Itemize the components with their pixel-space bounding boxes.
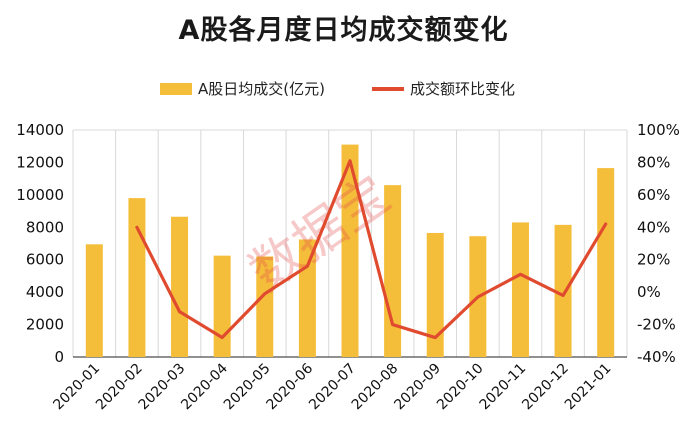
bar (341, 144, 359, 357)
y-right-tick-label: -20% (637, 316, 676, 334)
bar (597, 168, 615, 357)
y-left-tick-label: 12000 (16, 153, 64, 171)
legend-item-line: 成交额环比变化 (372, 78, 515, 99)
bar (554, 224, 572, 357)
legend-label-line: 成交额环比变化 (410, 80, 516, 98)
y-left-tick-label: 4000 (26, 283, 64, 301)
y-right-tick-label: -40% (637, 348, 676, 366)
y-right-tick-label: 60% (637, 186, 670, 204)
bar (511, 222, 529, 357)
bar (85, 244, 103, 357)
y-right-tick-label: 0% (637, 283, 661, 301)
y-left-tick-label: 14000 (16, 121, 64, 139)
y-right-tick-label: 40% (637, 218, 670, 236)
bar (256, 256, 274, 357)
y-left-tick-label: 6000 (26, 251, 64, 269)
legend-label-bar: A股日均成交(亿元) (198, 80, 325, 98)
legend-item-bar: A股日均成交(亿元) (160, 78, 325, 99)
y-left-tick-label: 10000 (16, 186, 64, 204)
y-right-tick-label: 20% (637, 251, 670, 269)
y-left-tick-label: 2000 (26, 316, 64, 334)
legend-swatch-bar (160, 82, 192, 95)
legend-swatch-line (372, 86, 404, 91)
y-right-tick-label: 80% (637, 153, 670, 171)
series-line (135, 159, 608, 340)
y-left-tick-label: 0 (54, 348, 64, 366)
legend: A股日均成交(亿元) 成交额环比变化 (0, 78, 687, 102)
chart-title: A股各月度日均成交额变化 (178, 15, 509, 46)
bar (128, 198, 146, 357)
bar (171, 216, 189, 357)
y-left-tick-label: 8000 (26, 218, 64, 236)
bar (213, 255, 231, 357)
bar (426, 232, 444, 357)
x-tick-label: 2021-01 (562, 361, 615, 414)
y-right-tick-label: 100% (637, 121, 680, 139)
